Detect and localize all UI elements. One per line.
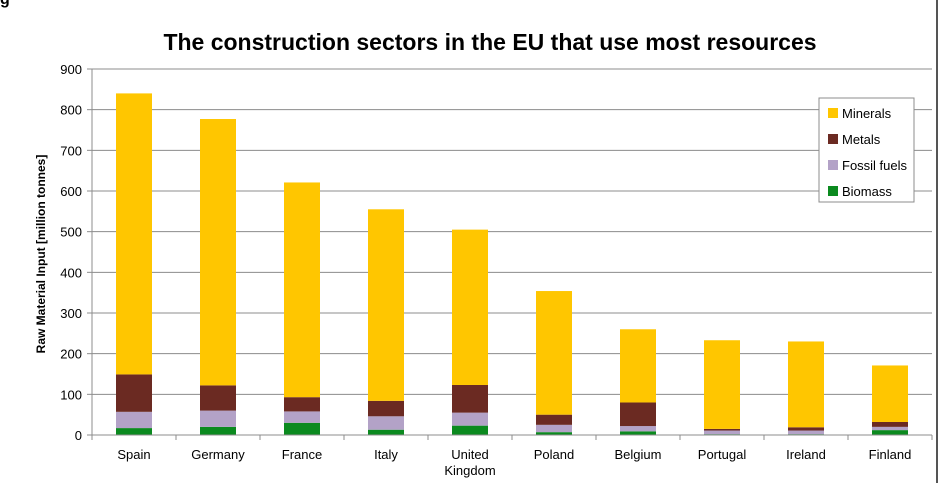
x-tick-label: Ireland xyxy=(786,447,826,462)
axes-layer: 0 100 200 300 400 500 600 700 800 900 Spain Germany… xyxy=(60,62,933,478)
bar-segment-fossil-fuels xyxy=(452,412,488,426)
frame-right-border xyxy=(936,0,938,483)
bar-segment-fossil-fuels xyxy=(536,424,572,433)
y-tick-label: 500 xyxy=(60,225,82,240)
bar-segment-fossil-fuels xyxy=(368,416,404,430)
y-tick-label: 300 xyxy=(60,306,82,321)
bar-segment-metals xyxy=(620,402,656,427)
bar-segment-biomass xyxy=(536,432,572,435)
x-tick-label: Poland xyxy=(534,447,574,462)
bar-segment-fossil-fuels xyxy=(788,430,824,435)
bar-segment-biomass xyxy=(200,426,236,435)
bar-segment-biomass xyxy=(284,422,320,435)
x-tick-label-line: Kingdom xyxy=(444,463,495,478)
legend-swatch-fossil-fuels xyxy=(828,160,838,170)
y-tick-label: 600 xyxy=(60,184,82,199)
bar-segment-minerals xyxy=(704,340,740,429)
bar-segment-metals xyxy=(368,400,404,417)
y-tick-label: 100 xyxy=(60,387,82,402)
x-tick-label-line: United xyxy=(451,447,489,462)
bar-segment-minerals xyxy=(284,182,320,398)
x-tick-label: Italy xyxy=(374,447,398,462)
x-tick-label: United Kingdom xyxy=(444,447,495,478)
y-tick-label: 200 xyxy=(60,347,82,362)
x-tick-label: Germany xyxy=(191,447,245,462)
bar-segment-minerals xyxy=(620,329,656,403)
legend-swatch-minerals xyxy=(828,108,838,118)
x-tick-label-line: Ireland xyxy=(786,447,826,462)
bar-segment-metals xyxy=(284,397,320,412)
bar-segment-biomass xyxy=(116,428,152,435)
bar-segment-biomass xyxy=(452,425,488,435)
x-tick-label: Finland xyxy=(869,447,912,462)
x-tick-label: Spain xyxy=(117,447,150,462)
x-tick-label-line: Germany xyxy=(191,447,245,462)
legend-label-metals: Metals xyxy=(842,132,881,147)
chart-title: The construction sectors in the EU that … xyxy=(163,29,816,55)
y-tick-label: 700 xyxy=(60,143,82,158)
x-tick-label-line: Belgium xyxy=(615,447,662,462)
bars-layer xyxy=(116,93,908,435)
bar-segment-metals xyxy=(452,384,488,413)
bar-segment-minerals xyxy=(452,229,488,385)
legend-label-biomass: Biomass xyxy=(842,184,892,199)
x-tick-label: France xyxy=(282,447,322,462)
bar-segment-metals xyxy=(536,414,572,425)
y-tick-label: 0 xyxy=(75,428,82,443)
bar-segment-minerals xyxy=(368,209,404,401)
legend-label-minerals: Minerals xyxy=(842,106,892,121)
y-axis-label: Raw Material Input [million tonnes] xyxy=(34,155,48,354)
bar-segment-minerals xyxy=(872,365,908,422)
y-tick-label: 900 xyxy=(60,62,82,77)
legend: Minerals Metals Fossil fuels Biomass xyxy=(818,97,915,203)
bar-segment-biomass xyxy=(872,430,908,435)
bar-segment-fossil-fuels xyxy=(620,426,656,432)
bar-segment-metals xyxy=(788,427,824,431)
bar-segment-biomass xyxy=(620,431,656,435)
x-tick-label-line: Spain xyxy=(117,447,150,462)
bar-segment-fossil-fuels xyxy=(116,411,152,429)
bar-segment-minerals xyxy=(536,291,572,415)
bar-segment-fossil-fuels xyxy=(704,430,740,435)
bar-segment-metals xyxy=(872,421,908,427)
x-tick-label-line: France xyxy=(282,447,322,462)
legend-swatch-metals xyxy=(828,134,838,144)
figure-cut-label: g xyxy=(0,0,10,9)
bar-segment-fossil-fuels xyxy=(284,411,320,423)
bar-segment-minerals xyxy=(788,341,824,428)
x-tick-label-line: Portugal xyxy=(698,447,747,462)
legend-swatch-biomass xyxy=(828,186,838,196)
x-tick-label-line: Italy xyxy=(374,447,398,462)
bar-segment-minerals xyxy=(116,93,152,375)
bar-segment-fossil-fuels xyxy=(872,426,908,431)
bar-segment-fossil-fuels xyxy=(200,410,236,427)
x-tick-label-line: Poland xyxy=(534,447,574,462)
bar-segment-metals xyxy=(200,385,236,411)
y-tick-label: 400 xyxy=(60,265,82,280)
bar-segment-minerals xyxy=(200,119,236,386)
x-tick-label: Belgium xyxy=(615,447,662,462)
x-tick-label: Portugal xyxy=(698,447,747,462)
y-tick-label: 800 xyxy=(60,103,82,118)
x-tick-label-line: Finland xyxy=(869,447,912,462)
bar-segment-metals xyxy=(704,428,740,431)
legend-label-fossil-fuels: Fossil fuels xyxy=(842,158,908,173)
bar-segment-metals xyxy=(116,374,152,412)
bar-segment-biomass xyxy=(368,429,404,435)
